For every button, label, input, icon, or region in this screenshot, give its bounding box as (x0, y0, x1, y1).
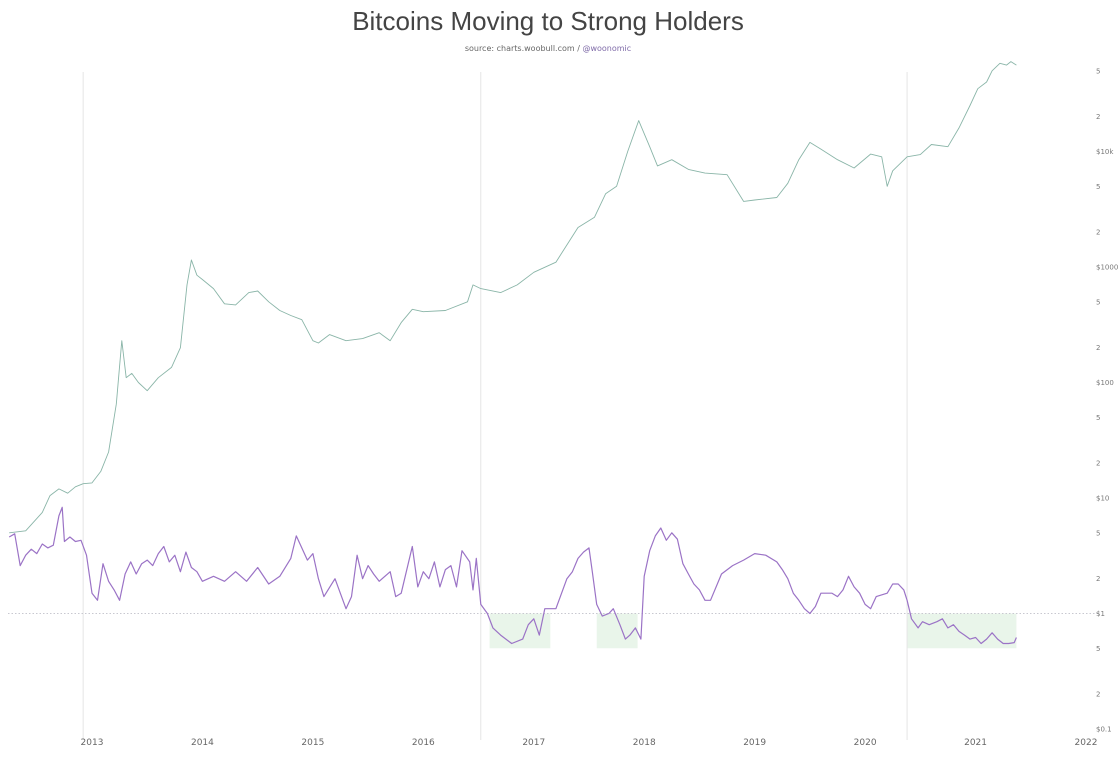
chart-title: Bitcoins Moving to Strong Holders (352, 6, 744, 36)
series-line-2 (8, 506, 1017, 645)
x-tick-label: 2018 (633, 738, 656, 748)
y-tick-label: 5 (1096, 67, 1100, 75)
y-tick-label: $1 (1096, 610, 1105, 618)
y-tick-label: 5 (1096, 645, 1100, 653)
x-tick-label: 2013 (81, 738, 104, 748)
y-tick-label: $1000 (1096, 264, 1118, 272)
x-tick-label: 2016 (412, 738, 435, 748)
y-tick-label: $10k (1096, 148, 1114, 156)
highlight-region-3 (907, 613, 1017, 649)
y-tick-label: $10 (1096, 495, 1109, 503)
y-tick-label: 2 (1096, 691, 1100, 699)
y-tick-label: 5 (1096, 414, 1100, 422)
x-tick-label: 2021 (964, 738, 987, 748)
y-tick-label: $0.1 (1096, 726, 1112, 734)
x-tick-label: 2022 (1075, 738, 1098, 748)
x-tick-label: 2020 (854, 738, 877, 748)
subtitle-source: source: charts.woobull.com / (464, 44, 583, 53)
y-tick-label: 2 (1096, 113, 1100, 121)
x-tick-label: 2014 (191, 738, 214, 748)
y-tick-label: 5 (1096, 529, 1100, 537)
y-tick-label: 2 (1096, 344, 1100, 352)
chart-subtitle: source: charts.woobull.com / @woonomic (0, 44, 1096, 53)
y-tick-label: 5 (1096, 183, 1100, 191)
x-tick-label: 2019 (743, 738, 766, 748)
y-tick-label: 5 (1096, 298, 1100, 306)
subtitle-handle: @woonomic (582, 44, 632, 53)
x-tick-label: 2017 (522, 738, 545, 748)
highlight-region-1 (489, 613, 551, 649)
y-tick-label: 2 (1096, 229, 1100, 237)
series-line-1 (9, 61, 1017, 534)
y-tick-label: $100 (1096, 379, 1114, 387)
y-tick-label: 2 (1096, 575, 1100, 583)
y-tick-label: 2 (1096, 460, 1100, 468)
x-tick-label: 2015 (301, 738, 324, 748)
